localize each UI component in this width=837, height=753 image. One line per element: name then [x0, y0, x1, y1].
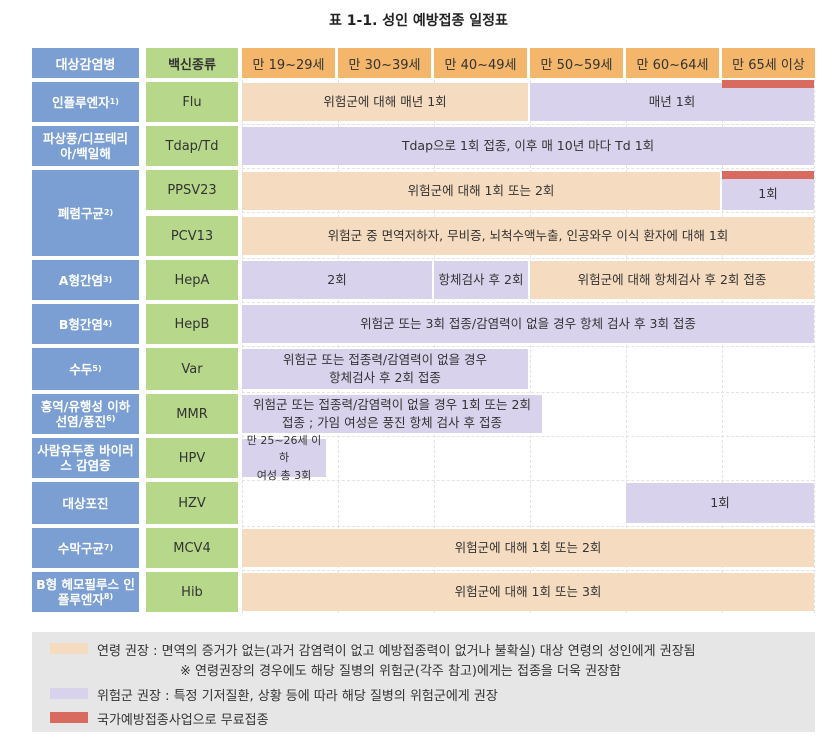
- bar-pcv13: 위험군 중 면역저하자, 무비증, 뇌척수액누출, 인공와우 이식 환자에 대해…: [242, 217, 814, 255]
- disease-hepa: A형간염 3): [32, 260, 139, 300]
- bar-ppsv-age: 위험군에 대해 1회 또는 2회: [242, 172, 720, 210]
- vaccine-var: Var: [146, 348, 238, 390]
- header-age-65-plus: 만 65세 이상: [722, 48, 815, 78]
- bar-tdap: Tdap으로 1회 접종, 이후 매 10년 마다 Td 1회: [242, 127, 814, 165]
- disease-label: 파상풍/디프테리아/백일해: [42, 131, 129, 161]
- vaccine-mcv4: MCV4: [146, 528, 238, 568]
- disease-mmr: 홍역/유행성 이하선염/풍진6): [32, 394, 139, 434]
- disease-label: 폐렴구균: [57, 205, 104, 221]
- header-age-60-64: 만 60~64세: [626, 48, 719, 78]
- header-age-50-59: 만 50~59세: [530, 48, 623, 78]
- grid-hline: [242, 480, 814, 481]
- disease-hepb: B형간염 4): [32, 304, 139, 344]
- vaccine-hpv: HPV: [146, 438, 238, 478]
- bar-hepa-risk: 위험군에 대해 항체검사 후 2회 접종: [530, 261, 814, 299]
- legend-age-note: ※ 연령권장의 경우에도 해당 질병의 위험군(각주 참고)에게는 접종을 더욱…: [180, 664, 621, 679]
- grid-hline: [242, 570, 814, 571]
- legend-swatch-age: [50, 643, 88, 654]
- legend-age-text: 연령 권장 : 면역의 증거가 없는(과거 감염력이 없고 예방접종력이 없거나…: [97, 644, 696, 659]
- footnote-marker: 8): [103, 591, 114, 601]
- bar-flu-age: 위험군에 대해 매년 1회: [242, 83, 528, 121]
- legend: 연령 권장 : 면역의 증거가 없는(과거 감염력이 없고 예방접종력이 없거나…: [32, 632, 815, 732]
- bar-mmr-line2: 접종 ; 가임 여성은 풍진 항체 검사 후 접종: [282, 415, 502, 430]
- footnote-marker: 7): [103, 543, 114, 553]
- disease-label: B형 헤모필루스 인플루엔자: [36, 576, 135, 608]
- legend-swatch-risk: [50, 688, 88, 699]
- footnote-marker: 2): [103, 208, 114, 218]
- disease-varicella: 수두 5): [32, 348, 139, 390]
- page-title: 표 1-1. 성인 예방접종 일정표: [329, 13, 508, 29]
- bar-hpv: 만 25~26세 이하 여성 총 3회: [242, 434, 326, 482]
- vaccine-hepa: HepA: [146, 260, 238, 300]
- disease-hpv: 사람유두종 바이러스 감염증: [32, 438, 139, 478]
- disease-label: 수두: [69, 361, 93, 377]
- bar-hepa-2x: 2회: [242, 261, 432, 299]
- disease-label: 홍역/유행성 이하선염/풍진: [40, 398, 131, 430]
- legend-free-text: 국가예방접종사업으로 무료접종: [97, 713, 269, 728]
- bar-hepb: 위험군 또는 3회 접종/감염력이 없을 경우 항체 검사 후 3회 접종: [242, 305, 814, 343]
- header-age-40-49: 만 40~49세: [434, 48, 527, 78]
- header-disease: 대상감염병: [32, 48, 139, 78]
- vaccine-ppsv23: PPSV23: [146, 170, 238, 210]
- bar-var-line2: 항체검사 후 2회 접종: [329, 370, 441, 385]
- disease-hib: B형 헤모필루스 인플루엔자8): [32, 572, 139, 612]
- vaccine-pcv13: PCV13: [146, 216, 238, 256]
- disease-label: 사람유두종 바이러스 감염증: [37, 443, 134, 473]
- grid-hline: [242, 526, 814, 527]
- grid-hline: [242, 168, 814, 169]
- bar-hzv: 1회: [626, 483, 814, 523]
- bar-ppsv-free: [722, 171, 814, 179]
- footnote-marker: 6): [106, 413, 116, 423]
- grid-hline: [242, 346, 814, 347]
- grid-hline: [242, 302, 814, 303]
- bar-mmr-line1: 위험군 또는 접종력/감염력이 없을 경우 1회 또는 2회: [253, 396, 531, 412]
- grid-hline: [242, 436, 814, 437]
- header-vaccine: 백신종류: [146, 48, 238, 78]
- vaccine-mmr: MMR: [146, 394, 238, 434]
- disease-tdap: 파상풍/디프테리아/백일해: [32, 126, 139, 166]
- grid-line: [814, 80, 815, 613]
- footnote-marker: 1): [109, 97, 119, 107]
- bar-hpv-line1: 만 25~26세 이하: [246, 433, 322, 465]
- header-age-30-39: 만 30~39세: [338, 48, 431, 78]
- bar-hib: 위험군에 대해 1회 또는 3회: [242, 573, 814, 611]
- grid-hline: [242, 258, 814, 259]
- disease-label: A형간염: [58, 272, 103, 288]
- vaccine-hzv: HZV: [146, 482, 238, 524]
- vaccine-tdap: Tdap/Td: [146, 126, 238, 166]
- disease-influenza: 인플루엔자 1): [32, 82, 139, 122]
- bar-hepa-test: 항체검사 후 2회: [434, 261, 528, 299]
- disease-label: 대상포진: [62, 495, 109, 511]
- footnote-marker: 5): [92, 364, 102, 374]
- grid-hline: [242, 124, 814, 125]
- bar-ppsv-65: 1회: [722, 179, 814, 210]
- grid-hline: [242, 212, 814, 213]
- footnote-marker: 3): [102, 275, 113, 285]
- vaccine-hepb: HepB: [146, 304, 238, 344]
- bar-mcv4: 위험군에 대해 1회 또는 2회: [242, 529, 814, 567]
- disease-label: 수막구균: [57, 540, 104, 556]
- bar-flu-annual: 매년 1회: [530, 83, 814, 121]
- footnote-marker: 4): [102, 319, 113, 329]
- bar-var-line1: 위험군 또는 접종력/감염력이 없을 경우: [282, 351, 488, 367]
- disease-zoster: 대상포진: [32, 482, 139, 524]
- legend-swatch-free: [50, 712, 88, 723]
- bar-flu-free: [722, 80, 814, 88]
- vaccine-hib: Hib: [146, 572, 238, 612]
- legend-risk-text: 위험군 권장 : 특정 기저질환, 상황 등에 따라 해당 질병의 위험군에게 …: [97, 689, 498, 704]
- disease-label: B형간염: [58, 316, 103, 332]
- grid-hline: [242, 392, 814, 393]
- bar-var: 위험군 또는 접종력/감염력이 없을 경우 항체검사 후 2회 접종: [242, 349, 528, 389]
- bar-mmr: 위험군 또는 접종력/감염력이 없을 경우 1회 또는 2회 접종 ; 가임 여…: [242, 395, 542, 433]
- disease-label: 인플루엔자: [52, 94, 110, 110]
- vaccine-flu: Flu: [146, 82, 238, 122]
- disease-pneumococcal: 폐렴구균 2): [32, 170, 139, 256]
- disease-meningococcal: 수막구균 7): [32, 528, 139, 568]
- bar-hpv-line2: 여성 총 3회: [256, 468, 312, 482]
- header-age-19-29: 만 19~29세: [242, 48, 335, 78]
